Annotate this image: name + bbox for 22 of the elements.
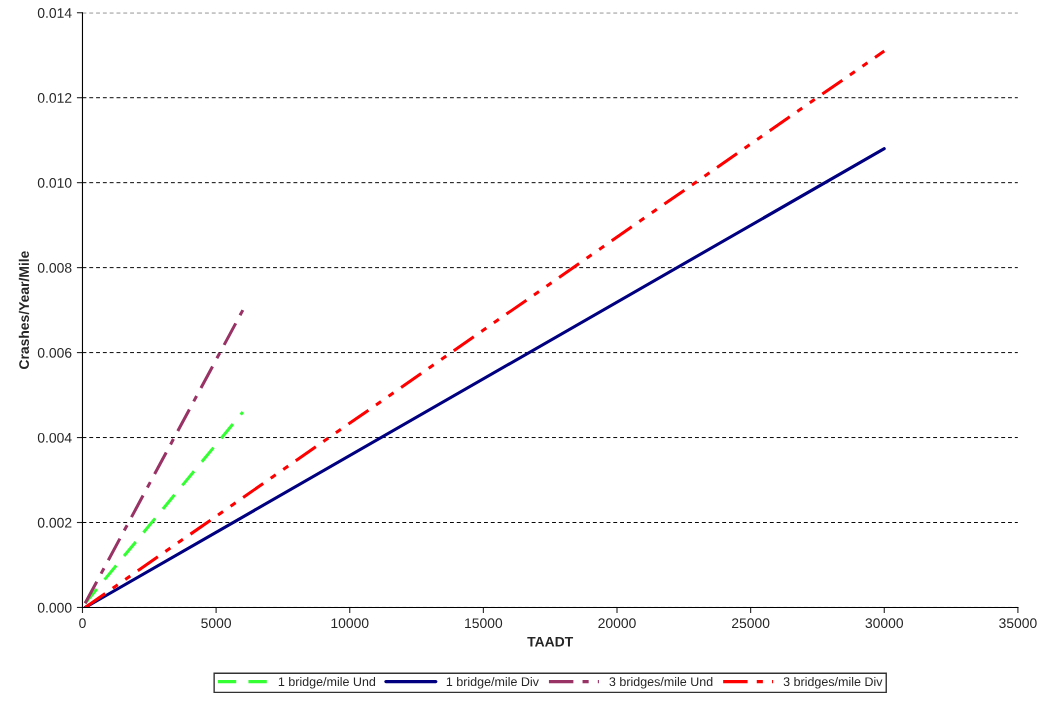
x-axis-title: TAADT [527, 636, 574, 647]
y-tick-label: 0.002 [37, 517, 72, 528]
x-tick-label: 35000 [999, 618, 1037, 629]
y-tick-label: 0.006 [37, 347, 72, 358]
legend-label: 3 bridges/mile Div [783, 676, 883, 689]
x-tick-label: 25000 [732, 618, 770, 629]
x-tick-label: 0 [79, 618, 86, 629]
x-tick-label: 15000 [465, 618, 503, 629]
x-tick-label: 20000 [598, 618, 636, 629]
x-tick-label: 10000 [331, 618, 369, 629]
y-tick-label: 0.012 [37, 93, 72, 103]
x-tick-label: 30000 [865, 618, 904, 629]
y-tick-label: 0.004 [37, 432, 72, 443]
legend-label: 3 bridges/mile Und [609, 676, 713, 689]
x-tick-label: 5000 [201, 618, 232, 629]
y-axis-title: Crashes/Year/Mile [18, 251, 30, 369]
y-tick-label: 0.008 [37, 262, 72, 273]
y-tick-label: 0.000 [37, 602, 72, 613]
y-tick-label: 0.010 [37, 178, 72, 188]
legend-label: 1 bridge/mile Und [278, 676, 376, 689]
y-tick-label: 0.014 [37, 8, 72, 18]
legend-label: 1 bridge/mile Div [446, 676, 539, 689]
